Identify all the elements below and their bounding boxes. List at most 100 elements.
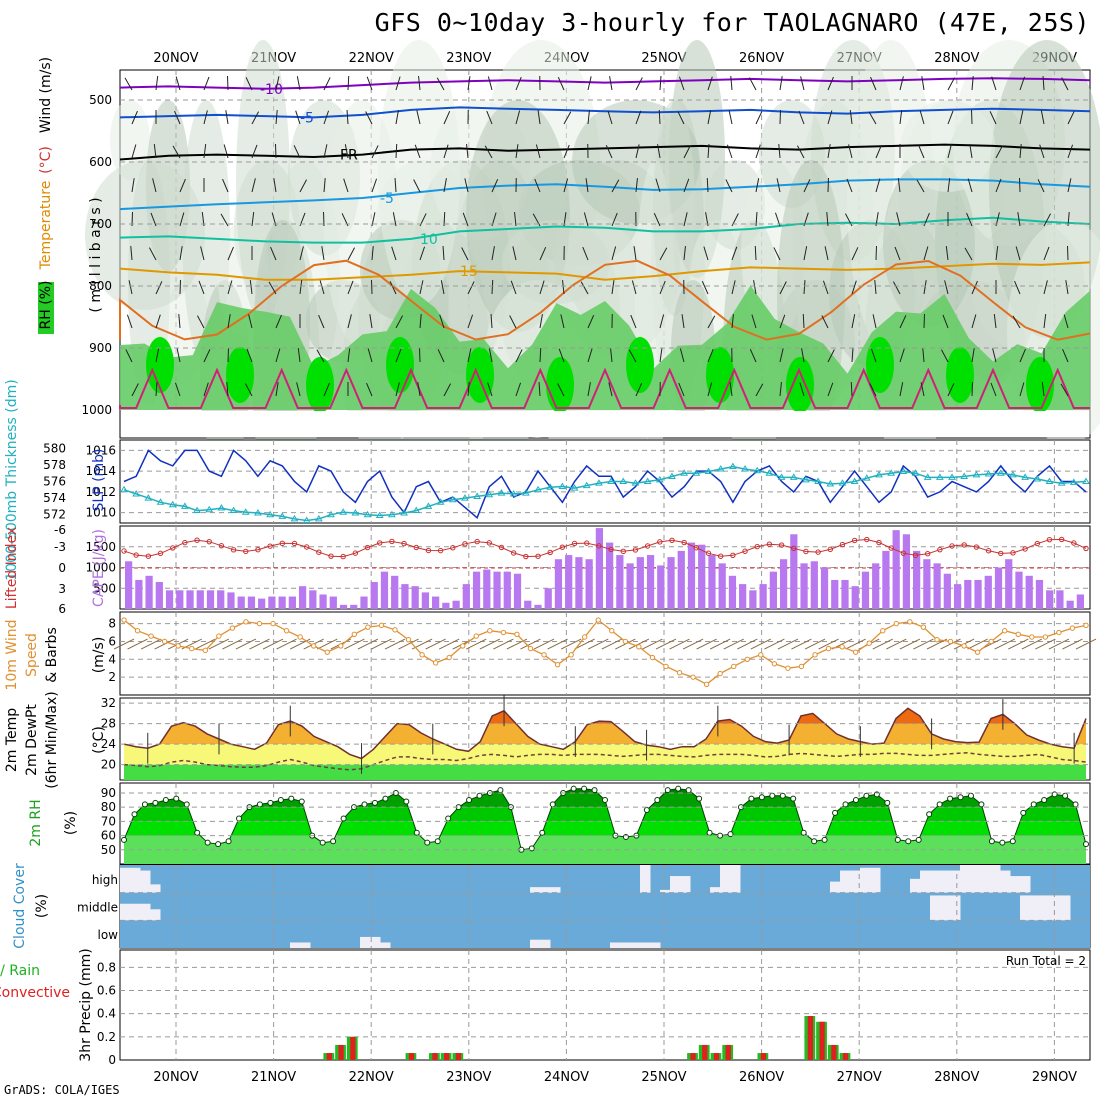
rh-marker	[1062, 792, 1069, 799]
wind-barb	[1075, 638, 1097, 650]
wind-barb	[683, 212, 688, 227]
wind-barb	[175, 76, 181, 91]
wind-barb	[1014, 280, 1021, 295]
rh-marker	[957, 794, 964, 801]
wind-barb	[967, 178, 973, 193]
thickness-marker	[1057, 479, 1066, 486]
wind-barb	[587, 382, 591, 397]
date-label-top: 28NOV	[934, 51, 979, 66]
wind-barb	[125, 349, 133, 363]
thickness-marker	[899, 467, 908, 475]
wind-barb	[899, 382, 904, 397]
wind-barb	[580, 281, 589, 295]
wind-barb	[776, 178, 781, 193]
cloud-cover-cell	[610, 942, 621, 948]
wind-speed-marker	[1042, 634, 1049, 640]
wind-barb	[848, 144, 853, 159]
wind-barb	[1039, 144, 1045, 159]
wind-barb	[725, 179, 733, 193]
wind-barb	[764, 638, 785, 650]
wind-barb	[466, 144, 469, 159]
wind-barb	[899, 110, 903, 125]
thickness-marker	[302, 516, 311, 524]
cape-bar	[994, 567, 1003, 609]
thickness-marker	[631, 479, 640, 486]
wind-barb	[1040, 110, 1045, 125]
date-label-bottom: 27NOV	[837, 1070, 882, 1085]
wind-speed-marker	[256, 620, 263, 627]
wind-barb	[220, 213, 229, 227]
slp-panel	[119, 439, 1091, 524]
cape-bar	[411, 586, 419, 609]
rh-marker	[654, 797, 661, 804]
wind-barb	[416, 110, 421, 125]
wind-barb	[395, 143, 398, 159]
wind-barb	[539, 247, 547, 261]
li-marker	[937, 546, 943, 553]
rh-tick-label: 50	[101, 843, 116, 857]
cape-bar	[462, 584, 470, 609]
wind-barb	[605, 145, 613, 159]
wind-barb	[683, 178, 690, 193]
cloud-layer-label: middle	[77, 901, 118, 915]
thickness-tick-label: 578	[43, 458, 66, 472]
wind-barb	[1037, 179, 1045, 193]
rh-marker	[758, 794, 765, 801]
wind-barb	[1042, 75, 1045, 91]
rh-marker	[403, 798, 410, 805]
cloud-axis-label: Cloud Cover	[12, 863, 28, 949]
wind-barb	[515, 76, 522, 91]
wind-speed-marker	[351, 631, 358, 638]
rh-marker	[1020, 809, 1027, 816]
li-axis-label: Lifted Index	[4, 527, 20, 609]
thickness-marker	[1021, 473, 1029, 480]
cape-bar	[309, 590, 317, 609]
wind-barb	[875, 178, 881, 193]
wind-barb	[126, 314, 133, 329]
wind-barb	[203, 144, 207, 159]
wind-barb	[203, 76, 210, 91]
temp-band	[124, 764, 1086, 780]
wind-barb	[179, 212, 185, 227]
wind-barb	[176, 348, 181, 363]
rh-marker	[466, 797, 473, 804]
wind-barb	[777, 638, 799, 650]
wind-barb	[395, 382, 400, 397]
wind-speed-marker	[338, 643, 344, 649]
li-marker	[693, 545, 700, 551]
wind-barb	[466, 638, 487, 650]
precip-convective-bar	[842, 1053, 849, 1060]
cape-bar	[565, 555, 573, 609]
wind-barb	[587, 110, 590, 125]
rh-max-area	[386, 337, 414, 393]
wind-speed-marker	[514, 631, 520, 638]
wind-barb	[484, 145, 493, 159]
thickness-marker	[887, 469, 896, 476]
thickness-marker	[582, 481, 591, 489]
pressure-tick-label: 900	[89, 341, 112, 355]
cape-bar	[749, 590, 757, 609]
wind-barb	[515, 144, 519, 159]
precip-convective-bar	[444, 1053, 450, 1060]
wind-barb	[538, 381, 541, 397]
cape-bar	[872, 563, 880, 609]
cape-bar	[810, 561, 818, 609]
wind-barb	[677, 111, 685, 125]
wind-barb	[1062, 348, 1069, 363]
wind-barb	[707, 315, 716, 329]
cloud-cover-cell	[130, 867, 141, 893]
wind-speed-marker	[297, 634, 303, 640]
rh-marker	[1072, 801, 1079, 808]
li-marker	[839, 541, 846, 548]
wind-barb	[827, 382, 834, 397]
wind-barb	[316, 349, 325, 363]
wind-barb	[323, 178, 326, 193]
wind-barb	[490, 313, 493, 329]
wind-barb	[371, 178, 378, 193]
rh-max-area	[226, 347, 254, 403]
wind-barb	[392, 212, 397, 227]
wind-barb	[870, 76, 877, 91]
contour-label: -10	[260, 82, 283, 98]
rh-marker	[549, 801, 556, 808]
rh-marker	[141, 801, 148, 808]
